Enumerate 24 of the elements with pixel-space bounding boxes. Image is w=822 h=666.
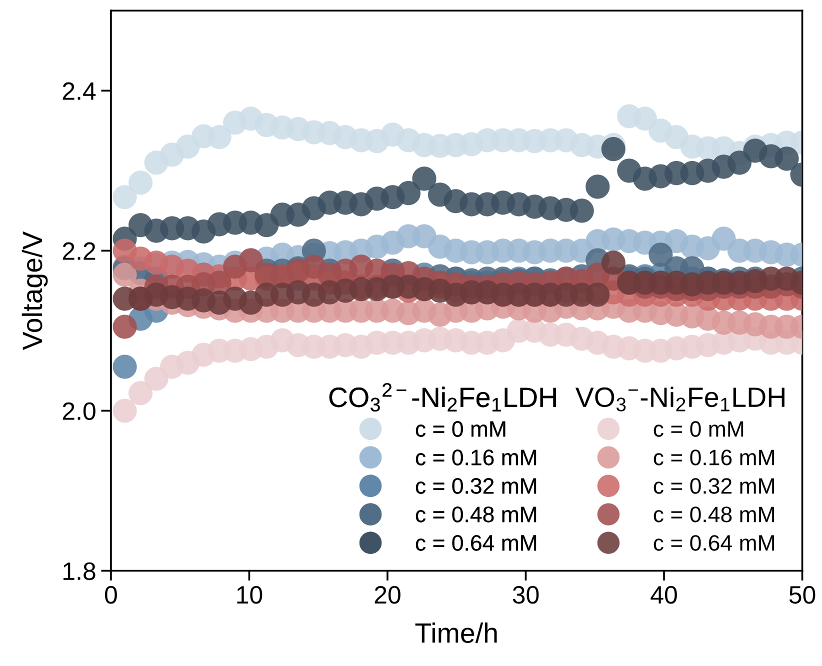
x-tick-label: 50 (789, 586, 816, 604)
x-tick-label: 30 (512, 586, 539, 604)
legend-label: c = 0 mM (416, 421, 506, 437)
legend-label: c = 0.64 mM (416, 535, 536, 551)
text: CO$_{3}$$^{2−}$-Ni$_{2}$Fe$_{1}$LDH (329, 383, 556, 412)
legend-label: c = 0.48 mM (416, 506, 536, 522)
x-tick-label: 40 (650, 586, 677, 604)
x-axis-title: Time/h (415, 622, 497, 643)
y-tick-label: 2.0 (62, 402, 96, 420)
legend-label: c = 0.32 mM (416, 478, 536, 494)
y-tick-label: 1.8 (64, 562, 96, 580)
y-tick-label: 2.2 (62, 242, 96, 260)
x-tick-label: 0 (104, 586, 117, 604)
legend-label: c = 0.16 mM (416, 450, 536, 466)
legend-label: c = 0.64 mM (654, 535, 774, 551)
y-tick-label: 2.4 (62, 82, 96, 100)
text: VO$_{3}$$^{−}$-Ni$_{2}$Fe$_{1}$LDH (575, 386, 784, 412)
legend-label: c = 0.48 mM (654, 506, 774, 522)
legend-label: c = 0 mM (654, 421, 744, 437)
y-axis-title: Voltage/V (22, 231, 48, 350)
x-tick-label: 10 (237, 586, 262, 604)
x-tick-label: 20 (374, 586, 400, 604)
legend-label: c = 0.16 mM (654, 450, 774, 466)
legend-label: c = 0.32 mM (654, 478, 774, 494)
